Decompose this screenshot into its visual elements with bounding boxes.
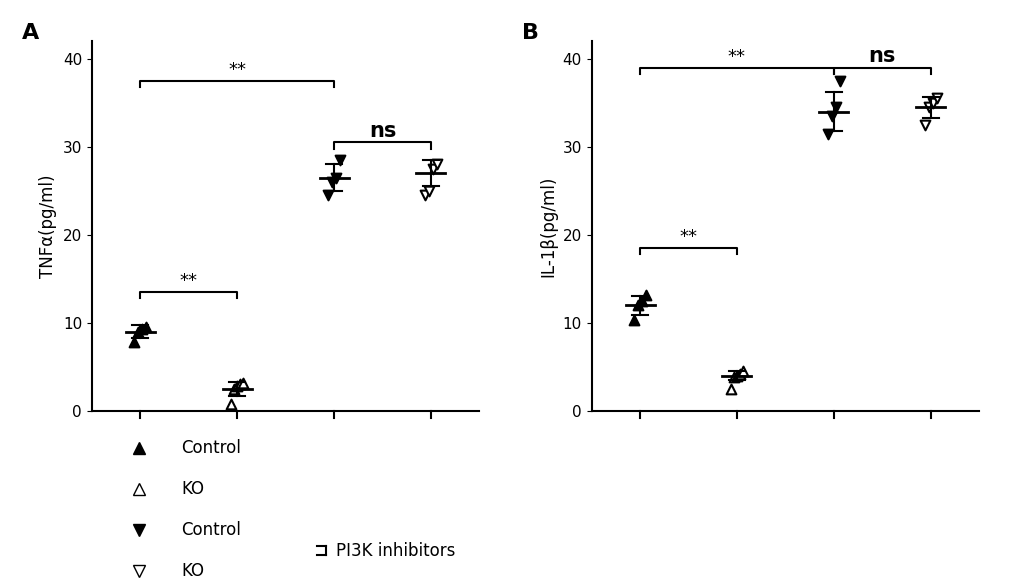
Point bbox=[819, 129, 836, 139]
Point bbox=[133, 324, 150, 333]
Text: **: ** bbox=[228, 61, 246, 79]
Point bbox=[421, 186, 437, 195]
Text: KO: KO bbox=[180, 562, 204, 580]
Text: **: ** bbox=[679, 228, 697, 247]
Point bbox=[417, 191, 433, 200]
Point bbox=[927, 94, 944, 103]
Point bbox=[728, 371, 744, 380]
Point bbox=[731, 369, 747, 379]
Text: B: B bbox=[522, 23, 538, 43]
Point bbox=[223, 399, 239, 409]
Text: Control: Control bbox=[180, 438, 240, 457]
Point bbox=[228, 382, 245, 391]
Point bbox=[920, 103, 936, 112]
Text: PI3K inhibitors: PI3K inhibitors bbox=[335, 542, 454, 559]
Point bbox=[830, 76, 847, 86]
Point bbox=[734, 366, 750, 376]
Point bbox=[637, 290, 653, 299]
Point bbox=[130, 327, 147, 336]
Point bbox=[226, 384, 243, 394]
Text: ns: ns bbox=[868, 46, 895, 66]
Point bbox=[331, 156, 347, 165]
Y-axis label: TNFα(pg/ml): TNFα(pg/ml) bbox=[39, 174, 57, 278]
Text: KO: KO bbox=[180, 480, 204, 498]
Point bbox=[138, 323, 154, 332]
Text: **: ** bbox=[728, 48, 745, 66]
Point bbox=[126, 338, 143, 347]
Point bbox=[923, 98, 940, 107]
Point bbox=[424, 164, 440, 174]
Point bbox=[231, 380, 248, 389]
Point bbox=[722, 384, 739, 394]
Y-axis label: IL-1β(pg/ml): IL-1β(pg/ml) bbox=[538, 176, 556, 276]
Point bbox=[234, 378, 251, 387]
Point bbox=[826, 103, 843, 112]
Point bbox=[726, 373, 742, 382]
Point bbox=[916, 120, 932, 130]
Point bbox=[327, 173, 343, 183]
Text: Control: Control bbox=[180, 521, 240, 539]
Point bbox=[324, 177, 340, 187]
Text: **: ** bbox=[179, 272, 198, 291]
Point bbox=[633, 296, 649, 306]
Point bbox=[428, 160, 444, 169]
Text: ns: ns bbox=[369, 120, 395, 141]
Point bbox=[630, 301, 646, 310]
Point bbox=[320, 191, 336, 200]
Point bbox=[626, 316, 642, 325]
Text: A: A bbox=[22, 23, 40, 43]
Point bbox=[823, 112, 840, 121]
